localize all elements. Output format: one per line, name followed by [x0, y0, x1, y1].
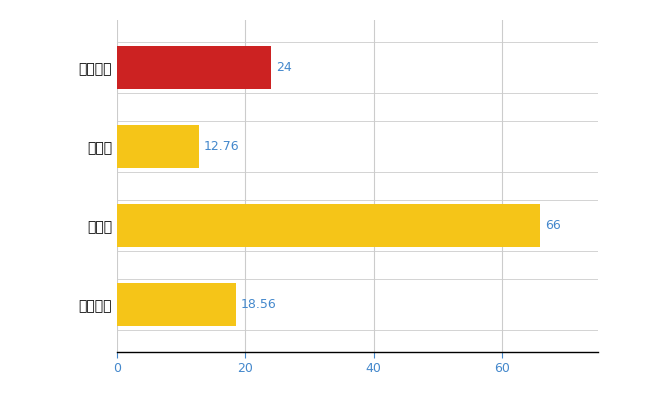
Text: 66: 66	[545, 219, 561, 232]
Bar	[117, 46, 271, 89]
Text: 18.56: 18.56	[241, 298, 277, 311]
Bar	[117, 125, 199, 168]
Bar	[117, 283, 236, 326]
Text: 12.76: 12.76	[204, 140, 240, 153]
Bar	[117, 204, 540, 247]
Text: 24: 24	[276, 61, 292, 74]
